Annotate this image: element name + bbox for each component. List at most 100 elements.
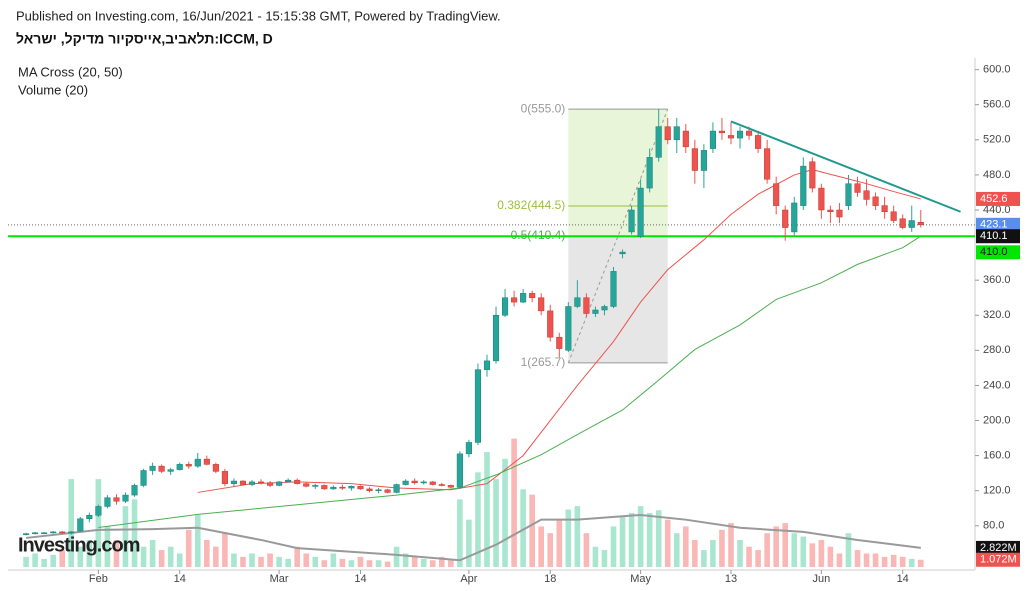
volume-bar: [493, 479, 499, 567]
candle-body: [619, 251, 626, 255]
y-tick-label: 360.0: [983, 274, 1011, 286]
volume-bar: [222, 533, 228, 567]
volume-bar: [375, 560, 382, 567]
volume-bar: [68, 479, 75, 567]
x-tick-label: 13: [725, 573, 737, 585]
y-tick-label: 160.0: [983, 450, 1011, 462]
volume-bar: [95, 479, 102, 567]
candle-body: [764, 148, 771, 180]
candle-body: [248, 481, 256, 485]
candle-body: [610, 271, 617, 307]
candle-body: [502, 297, 509, 316]
volume-bar: [23, 556, 29, 567]
ma-line: [197, 169, 921, 493]
candle-body: [257, 481, 265, 484]
volume-bar: [59, 550, 66, 567]
candle-body: [592, 309, 599, 314]
volume-bar: [339, 558, 346, 567]
price-tag-label: 423.1: [980, 219, 1008, 231]
volume-bar: [140, 546, 147, 567]
ma-line: [25, 513, 921, 562]
trendline: [730, 120, 961, 213]
volume-bar: [592, 546, 599, 567]
candle-body: [384, 489, 391, 493]
candle-body: [492, 315, 500, 362]
volume-bar: [258, 556, 264, 567]
volume-bar: [809, 543, 816, 567]
candle-body: [420, 481, 427, 484]
candle-body: [718, 130, 726, 134]
candle-body: [32, 532, 39, 535]
candle-body: [321, 485, 328, 490]
volume-bar: [294, 546, 300, 567]
candle-body: [574, 297, 581, 307]
volume-bar: [574, 506, 581, 567]
y-tick-label: 280.0: [983, 344, 1011, 356]
candle-body: [77, 518, 84, 532]
volume-bar: [845, 533, 852, 567]
candle-body: [709, 130, 716, 149]
volume-bar: [131, 499, 138, 567]
candle-body: [348, 486, 355, 489]
x-tick-label: Mar: [270, 573, 289, 585]
volume-bar: [475, 472, 481, 567]
candle-body: [185, 464, 192, 467]
candle-body: [628, 209, 635, 233]
candle-body: [899, 218, 906, 228]
volume-bar: [41, 558, 47, 567]
candle-body: [339, 486, 346, 489]
candle-body: [122, 494, 129, 502]
candle-body: [330, 486, 337, 490]
candle-body: [854, 183, 861, 193]
fib-label: 1(265.7): [521, 355, 566, 369]
x-tick-label: 18: [544, 573, 556, 585]
candle-body: [673, 126, 680, 141]
candle-body: [520, 293, 527, 303]
candle-body: [474, 369, 481, 443]
candle-body: [221, 471, 228, 484]
volume-bar: [683, 526, 689, 567]
candle-body: [583, 297, 590, 314]
volume-bar: [393, 546, 400, 567]
candle-body: [827, 209, 834, 212]
volume-bar: [113, 539, 120, 567]
volume-bar: [384, 561, 391, 567]
volume-bar: [881, 556, 888, 567]
volume-bar: [737, 539, 743, 567]
volume-bar: [438, 556, 445, 567]
candle-body: [411, 480, 418, 484]
volume-bar: [303, 553, 310, 567]
candle-body: [438, 484, 445, 486]
symbol-title: תלאביב,אייסקיור מדיקל, ישראל:ICCM, D: [16, 31, 273, 47]
volume-bar: [285, 558, 291, 567]
volume-bar: [547, 533, 554, 567]
volume-bar: [511, 438, 517, 567]
candle-body: [872, 196, 879, 206]
candle-body: [565, 306, 572, 351]
volume-bar: [520, 489, 526, 567]
x-tick-label: 14: [174, 573, 186, 585]
volume-bar: [728, 523, 734, 567]
volume-bar: [899, 556, 906, 567]
volume-bar: [655, 510, 662, 567]
price-tag: [976, 229, 1020, 244]
volume-bar: [176, 553, 183, 567]
volume-bar: [213, 546, 219, 567]
volume-bar: [773, 526, 779, 567]
volume-bar: [701, 550, 707, 567]
published-note: Published on Investing.com, 16/Jun/2021 …: [16, 8, 501, 23]
candle-body: [782, 209, 789, 228]
volume-bar: [818, 539, 825, 567]
candle-body: [773, 183, 780, 206]
fib-label: 0.382(444.5): [497, 198, 565, 212]
price-tag: [976, 540, 1020, 555]
volume-bar: [854, 550, 861, 567]
volume-bar: [610, 526, 617, 567]
candle-body: [556, 336, 563, 349]
price-tag: [976, 552, 1020, 567]
candle-body: [203, 458, 210, 465]
y-tick-label: 200.0: [983, 414, 1011, 426]
volume-bar: [908, 558, 915, 567]
price-tag: [976, 217, 1020, 232]
